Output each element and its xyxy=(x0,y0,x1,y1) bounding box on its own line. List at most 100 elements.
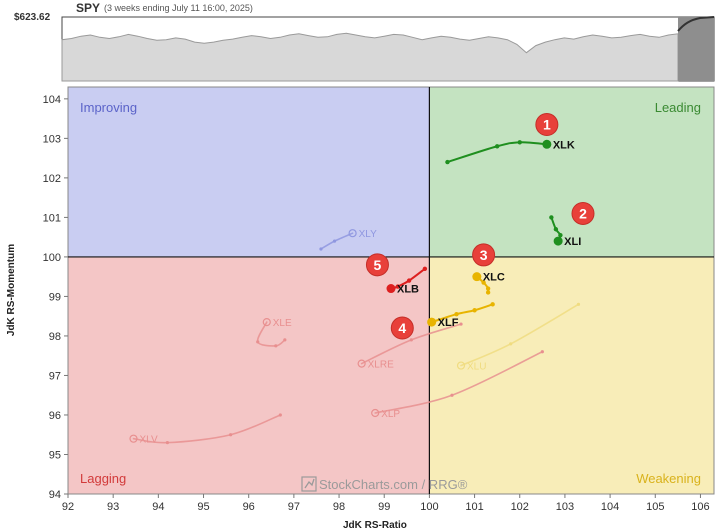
quadrant-label-lagging: Lagging xyxy=(80,471,126,486)
tail-line-xle xyxy=(256,321,286,347)
tail-point-xlv xyxy=(278,413,282,417)
tail-xli[interactable]: XLI xyxy=(549,215,581,248)
tail-point-xlc xyxy=(481,280,486,285)
annotation-number: 3 xyxy=(480,247,488,263)
tail-head-xli[interactable] xyxy=(553,236,563,246)
tail-point-xlf xyxy=(490,302,495,307)
tail-point-xlv xyxy=(165,441,169,445)
y-tick-label: 104 xyxy=(43,94,61,106)
tail-point-xly xyxy=(319,247,323,251)
quadrant-label-improving: Improving xyxy=(80,100,137,115)
x-tick-label: 95 xyxy=(197,501,209,513)
spy-price-area xyxy=(61,32,679,82)
tail-point-xle xyxy=(283,338,287,342)
tail-xly[interactable]: XLY xyxy=(319,229,377,251)
x-tick-label: 101 xyxy=(465,501,483,513)
tail-label-xlp: XLP xyxy=(381,409,400,420)
center-lines xyxy=(68,87,714,494)
tail-point-xle xyxy=(256,340,260,344)
tail-head-xlc[interactable] xyxy=(472,272,482,282)
tail-label-xlf: XLF xyxy=(438,317,459,329)
y-tick-label: 96 xyxy=(49,410,61,422)
tail-point-xlu xyxy=(509,342,513,346)
tail-label-xly: XLY xyxy=(359,229,377,240)
x-tick-label: 94 xyxy=(152,501,164,513)
x-axis-title: JdK RS-Ratio xyxy=(343,520,407,530)
tail-xlv[interactable]: XLV xyxy=(129,413,282,446)
tail-point-xlv xyxy=(229,433,233,437)
watermark-text: StockCharts.com / RRG® xyxy=(319,477,468,492)
x-tick-label: 92 xyxy=(62,501,74,513)
y-tick-label: 101 xyxy=(43,212,61,224)
y-tick-label: 97 xyxy=(49,370,61,382)
spy-ticker: SPY xyxy=(76,1,100,15)
x-tick-label: 98 xyxy=(333,501,345,513)
tail-xlre[interactable]: XLRE xyxy=(357,322,463,371)
y-tick-label: 102 xyxy=(43,173,61,185)
tail-xlp[interactable]: XLP xyxy=(371,350,544,420)
x-tick-label: 93 xyxy=(107,501,119,513)
tail-point-xlc xyxy=(485,290,491,295)
axis-ticks: 92 93 94 95 96 97 98 99 100 101 102 103 104 105 106 94 9… xyxy=(43,94,710,513)
tail-label-xlu: XLU xyxy=(467,362,486,373)
tail-xlu[interactable]: XLU xyxy=(456,302,581,373)
x-tick-label: 103 xyxy=(556,501,574,513)
tail-head-xly[interactable] xyxy=(348,229,357,238)
quadrant-label-weakening: Weakening xyxy=(636,471,701,486)
tail-head-xlre[interactable] xyxy=(357,359,366,368)
tail-point-xlf xyxy=(454,312,459,317)
tail-point-xlre xyxy=(459,322,463,326)
quadrant-weakening xyxy=(429,256,714,494)
tail-xlk[interactable]: XLK xyxy=(445,139,575,165)
quadrant-leading xyxy=(429,87,714,257)
x-tick-label: 97 xyxy=(288,501,300,513)
tail-point-xly xyxy=(332,239,337,243)
tail-head-xlp[interactable] xyxy=(371,408,380,418)
tail-point-xlb xyxy=(422,266,428,271)
tail-head-xlu[interactable] xyxy=(456,361,466,370)
x-tick-label: 104 xyxy=(601,501,619,513)
tail-label-xlk: XLK xyxy=(553,139,575,151)
tail-xlb[interactable]: XLB xyxy=(386,266,428,296)
y-tick-label: 99 xyxy=(49,291,61,303)
annotation-5: 5 xyxy=(365,253,389,277)
tail-point-xlb xyxy=(406,278,412,283)
x-tick-label: 102 xyxy=(511,501,529,513)
y-tick-label: 94 xyxy=(49,489,61,501)
tail-point-xli xyxy=(549,215,554,220)
y-tick-label: 95 xyxy=(49,449,61,461)
quadrant-backgrounds xyxy=(67,86,715,495)
tail-xle[interactable]: XLE xyxy=(256,318,292,348)
tail-point-xlk xyxy=(445,159,450,165)
annotation-1: 1 xyxy=(535,113,559,137)
annotation-4: 4 xyxy=(390,316,414,340)
spy-current-window xyxy=(678,17,714,81)
tail-label-xli: XLI xyxy=(564,236,581,248)
annotation-number: 1 xyxy=(543,117,551,133)
annotation-badge xyxy=(472,243,496,267)
annotation-number: 2 xyxy=(579,205,587,221)
tail-xlc[interactable]: XLC xyxy=(472,272,505,295)
tail-xlf[interactable]: XLF xyxy=(427,302,495,329)
plot-frame xyxy=(67,86,715,495)
tail-line-xlf xyxy=(430,303,494,324)
tail-head-xlk[interactable] xyxy=(542,139,552,149)
tail-point-xli xyxy=(553,227,559,232)
tail-label-xle: XLE xyxy=(273,318,292,329)
annotation-3: 3 xyxy=(472,243,496,267)
tail-label-xlre: XLRE xyxy=(368,360,394,371)
tail-line-xlv xyxy=(132,414,282,444)
tail-head-xlv[interactable] xyxy=(129,434,138,443)
y-tick-label: 103 xyxy=(43,133,61,145)
tail-label-xlv: XLV xyxy=(140,435,158,446)
spy-panel: SPY (3 weeks ending July 11 16:00, 2025)… xyxy=(14,1,715,82)
tail-head-xle[interactable] xyxy=(262,318,271,327)
x-tick-label: 106 xyxy=(691,501,709,513)
tail-head-xlb[interactable] xyxy=(386,284,396,294)
tail-point-xlp xyxy=(450,393,454,397)
spy-price-label: $623.62 xyxy=(14,12,51,23)
stockcharts-logo-glyph xyxy=(304,478,315,489)
tail-head-xlf[interactable] xyxy=(427,317,437,327)
tail-point-xlk xyxy=(517,140,522,145)
